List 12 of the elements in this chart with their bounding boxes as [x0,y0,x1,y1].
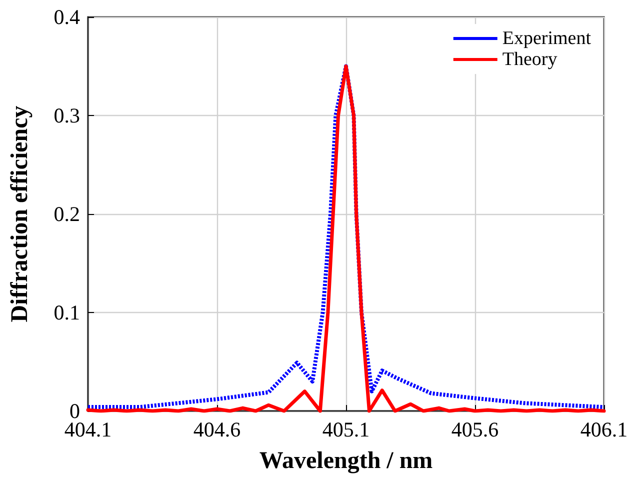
x-tick-label: 406.1 [580,418,628,442]
x-axis-title: Wavelength / nm [259,448,433,474]
y-tick-label: 0.2 [54,202,80,226]
y-tick-label: 0.4 [54,5,80,29]
y-tick-label: 0.1 [54,300,80,324]
x-tick-label: 405.6 [451,418,499,442]
legend-label: Theory [502,49,558,70]
y-tick-label: 0.3 [54,104,80,128]
x-tick-label: 405.1 [322,418,370,442]
x-tick-label: 404.6 [193,418,241,442]
y-axis-title: Diffraction efficiency [7,106,33,322]
legend-label: Experiment [502,28,592,49]
